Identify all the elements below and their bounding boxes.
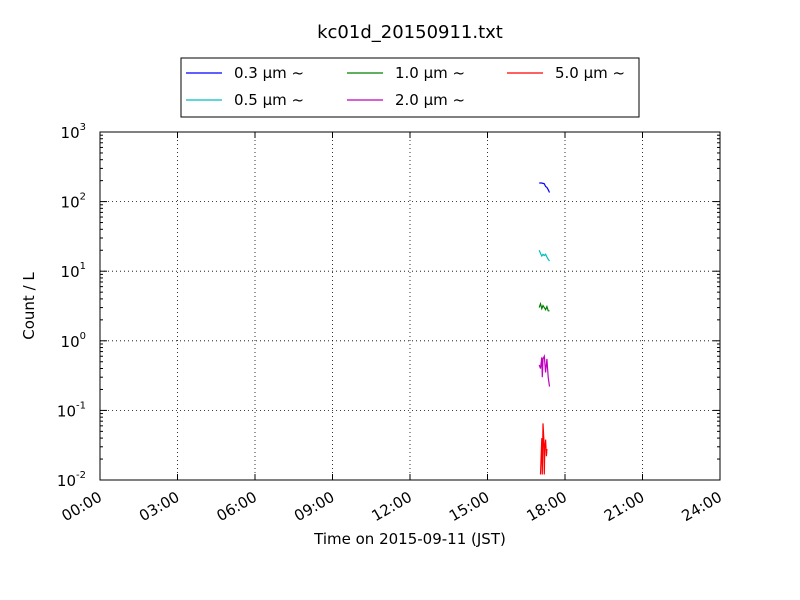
x-tick-label: 00:00 [59, 488, 105, 525]
x-tick-labels: 00:00 03:00 06:00 09:00 12:00 15:00 18:00 21:00… [59, 488, 725, 525]
y-tick-base: 10 [57, 472, 76, 490]
y-tick-exponent: -2 [76, 470, 86, 481]
y-tick-base: 10 [61, 333, 80, 351]
y-tick-exponent: -1 [76, 400, 86, 411]
series-line-3 [538, 353, 551, 387]
y-tick-label: 103 [61, 122, 86, 142]
x-tick-label: 12:00 [369, 488, 415, 525]
x-tick-label: 06:00 [214, 488, 260, 525]
x-tick-label: 09:00 [291, 488, 337, 525]
y-tick-exponent: 0 [80, 331, 86, 342]
chart-title: kc01d_20150911.txt [317, 22, 503, 43]
x-axis-label: Time on 2015-09-11 (JST) [313, 530, 506, 548]
series-layer [538, 182, 551, 475]
x-tick-label: 18:00 [524, 488, 570, 525]
legend-label-4: 5.0 μm ~ [555, 64, 625, 82]
y-tick-base: 10 [57, 402, 76, 420]
y-tick-exponent: 2 [80, 192, 86, 203]
tick-marks [99, 131, 721, 481]
y-tick-label: 10-1 [57, 400, 86, 420]
x-tick-label: 21:00 [601, 488, 647, 525]
legend: 0.3 μm ~ 0.5 μm ~ 1.0 μm ~ 2.0 μm ~ 5.0 μm ~ [180, 57, 640, 118]
series-line-4 [539, 423, 548, 475]
series-line-1 [538, 249, 550, 262]
y-tick-label: 102 [61, 192, 86, 212]
legend-label-1: 0.5 μm ~ [234, 91, 304, 109]
legend-label-3: 2.0 μm ~ [395, 91, 465, 109]
y-tick-label: 10-2 [57, 470, 86, 490]
grid-lines [100, 132, 720, 480]
x-tick-label: 15:00 [446, 488, 492, 525]
y-tick-exponent: 1 [80, 261, 86, 272]
legend-label-0: 0.3 μm ~ [234, 64, 304, 82]
y-tick-base: 10 [61, 124, 80, 142]
x-tick-label: 03:00 [136, 488, 182, 525]
y-tick-base: 10 [61, 263, 80, 281]
series-line-0 [539, 182, 551, 193]
y-tick-exponent: 3 [80, 122, 86, 133]
legend-label-2: 1.0 μm ~ [395, 64, 465, 82]
legend-frame [180, 57, 640, 118]
y-tick-base: 10 [61, 194, 80, 212]
y-axis-label: Count / L [20, 272, 38, 340]
x-tick-label: 24:00 [679, 488, 725, 525]
y-tick-label: 101 [61, 261, 86, 281]
series-line-2 [538, 301, 550, 312]
y-tick-label: 100 [61, 331, 86, 351]
